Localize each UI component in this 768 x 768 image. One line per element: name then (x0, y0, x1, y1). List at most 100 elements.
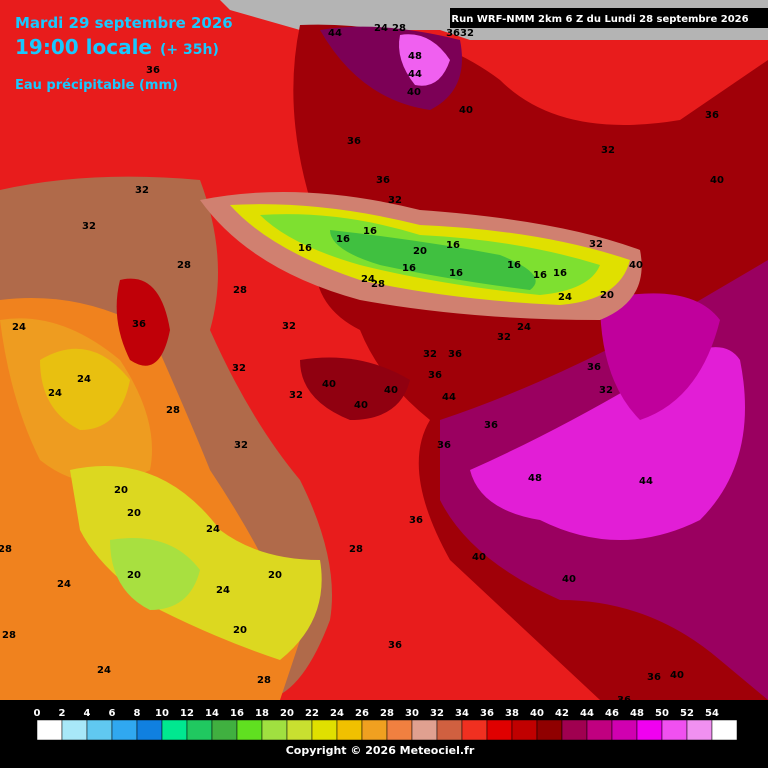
legend-swatch (36, 719, 63, 741)
contour-label: 40 (322, 379, 336, 390)
contour-label: 48 (408, 51, 422, 62)
legend-swatch (436, 719, 463, 741)
legend-tick-label: 8 (134, 708, 141, 719)
legend-tick-label: 52 (680, 708, 694, 719)
legend-tick-label: 22 (305, 708, 319, 719)
legend-tick-label: 26 (355, 708, 369, 719)
contour-label: 40 (384, 385, 398, 396)
contour-label: 28 (349, 544, 363, 555)
contour-label: 36 (448, 349, 462, 360)
legend-swatch (536, 719, 563, 741)
legend-tick-label: 6 (109, 708, 116, 719)
run-info: Run WRF-NMM 2km 6 Z du Lundi 28 septembr… (451, 14, 748, 25)
contour-label: 16 (533, 270, 547, 281)
legend-swatch (661, 719, 688, 741)
contour-label: 28 (166, 405, 180, 416)
legend-tick-label: 16 (230, 708, 244, 719)
contour-label: 16 (336, 234, 350, 245)
contour-label: 24 (558, 292, 572, 303)
contour-label: 24 (206, 524, 220, 535)
contour-label: 16 (402, 263, 416, 274)
contour-label: 20 (127, 508, 141, 519)
time: 19:00 locale (15, 35, 152, 59)
contour-label: 20 (268, 570, 282, 581)
contour-label: 36 (705, 110, 719, 121)
contour-label: 44 (328, 28, 342, 39)
legend-tick-label: 14 (205, 708, 219, 719)
contour-label: 40 (407, 87, 421, 98)
legend-tick-label: 50 (655, 708, 669, 719)
contour-label: 24 (216, 585, 230, 596)
legend-tick-label: 12 (180, 708, 194, 719)
legend-swatch (361, 719, 388, 741)
contour-label: 32 (232, 363, 246, 374)
legend-swatch (261, 719, 288, 741)
legend-tick-label: 48 (630, 708, 644, 719)
legend-tick-label: 20 (280, 708, 294, 719)
legend-tick-label: 42 (555, 708, 569, 719)
lead: (+ 35h) (160, 42, 219, 58)
contour-label: 44 (442, 392, 456, 403)
contour-label: 16 (298, 243, 312, 254)
contour-label: 32 (423, 349, 437, 360)
legend-tick-label: 44 (580, 708, 594, 719)
contour-label: 36 (587, 362, 601, 373)
contour-label: 28 (2, 630, 16, 641)
contour-label: 16 (449, 268, 463, 279)
legend-swatch (236, 719, 263, 741)
contour-label: 16 (446, 240, 460, 251)
legend-tick-label: 2 (59, 708, 66, 719)
legend-tick-label: 40 (530, 708, 544, 719)
contour-label: 40 (710, 175, 724, 186)
contour-label: 36 (647, 672, 661, 683)
legend-swatch (486, 719, 513, 741)
legend-swatch (336, 719, 363, 741)
contour-label: 32 (82, 221, 96, 232)
legend-tick-label: 4 (84, 708, 91, 719)
contour-label: 16 (553, 268, 567, 279)
contour-label: 36 (428, 370, 442, 381)
legend-tick-label: 54 (705, 708, 719, 719)
contour-label: 36 (347, 136, 361, 147)
contour-label: 32 (599, 385, 613, 396)
contour-label: 32 (601, 145, 615, 156)
legend-tick-label: 10 (155, 708, 169, 719)
legend-swatch (61, 719, 88, 741)
legend-swatch (186, 719, 213, 741)
contour-label: 36 (437, 440, 451, 451)
contour-label: 36 (376, 175, 390, 186)
contour-label: 24 (48, 388, 62, 399)
contour-label: 36 (146, 65, 160, 76)
contour-label: 24 (361, 274, 375, 285)
contour-label: 20 (413, 246, 427, 257)
contour-label: 40 (354, 400, 368, 411)
legend-tick-label: 30 (405, 708, 419, 719)
contour-label: 32 (234, 440, 248, 451)
contour-label: 20 (600, 290, 614, 301)
contour-label: 40 (629, 260, 643, 271)
legend-tick-label: 32 (430, 708, 444, 719)
legend-tick-label: 36 (480, 708, 494, 719)
contour-label: 40 (459, 105, 473, 116)
contour-label: 32 (497, 332, 511, 343)
contour-label: 24 (97, 665, 111, 676)
contour-label: 20 (127, 570, 141, 581)
contour-label: 36 (484, 420, 498, 431)
contour-label: 24 (517, 322, 531, 333)
copyright: Copyright © 2026 Meteociel.fr (286, 744, 475, 757)
legend-tick-label: 24 (330, 708, 344, 719)
legend-swatch (111, 719, 138, 741)
legend-swatch (86, 719, 113, 741)
contour-label: 20 (114, 485, 128, 496)
legend-tick-label: 34 (455, 708, 469, 719)
contour-label: 36 (409, 515, 423, 526)
legend-swatch (586, 719, 613, 741)
contour-label: 28 (257, 675, 271, 686)
date: Mardi 29 septembre 2026 (15, 14, 233, 32)
contour-label: 44 (408, 69, 422, 80)
contour-label: 28 (392, 23, 406, 34)
variable: Eau précipitable (mm) (15, 78, 178, 93)
legend: 0 2 4 6 8 10 12 14 16 18 20 22 24 26 28 30 32 34 36 38 40 42 4… (34, 708, 738, 741)
